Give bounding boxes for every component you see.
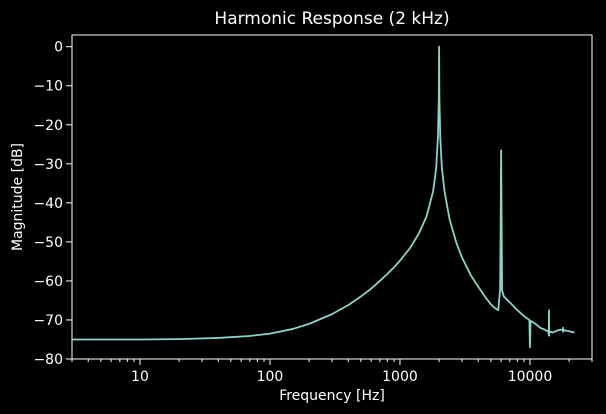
y-tick-label: −10 <box>33 79 63 95</box>
y-tick-label: −50 <box>33 235 63 251</box>
x-tick-label: 100 <box>257 369 284 385</box>
x-tick-label: 10000 <box>508 369 553 385</box>
y-tick-label: −70 <box>33 313 63 329</box>
plot-area: 10 100 1000 10000 0 −10 −20 −30 −40 −50 −60 −70 −80 <box>33 34 593 385</box>
response-line <box>72 45 575 349</box>
y-tick-label: −60 <box>33 274 63 290</box>
y-tick-label: −40 <box>33 196 63 212</box>
y-tick-label: −20 <box>33 118 63 134</box>
x-tick-label: 1000 <box>382 369 418 385</box>
y-tick-label: 0 <box>54 40 63 56</box>
y-axis-title: Magnitude [dB] <box>10 143 26 251</box>
x-axis-title: Frequency [Hz] <box>279 388 385 404</box>
y-tick-label: −80 <box>33 352 63 368</box>
y-tick-label: −30 <box>33 157 63 173</box>
chart-title: Harmonic Response (2 kHz) <box>214 9 449 29</box>
x-tick-label: 10 <box>131 369 149 385</box>
